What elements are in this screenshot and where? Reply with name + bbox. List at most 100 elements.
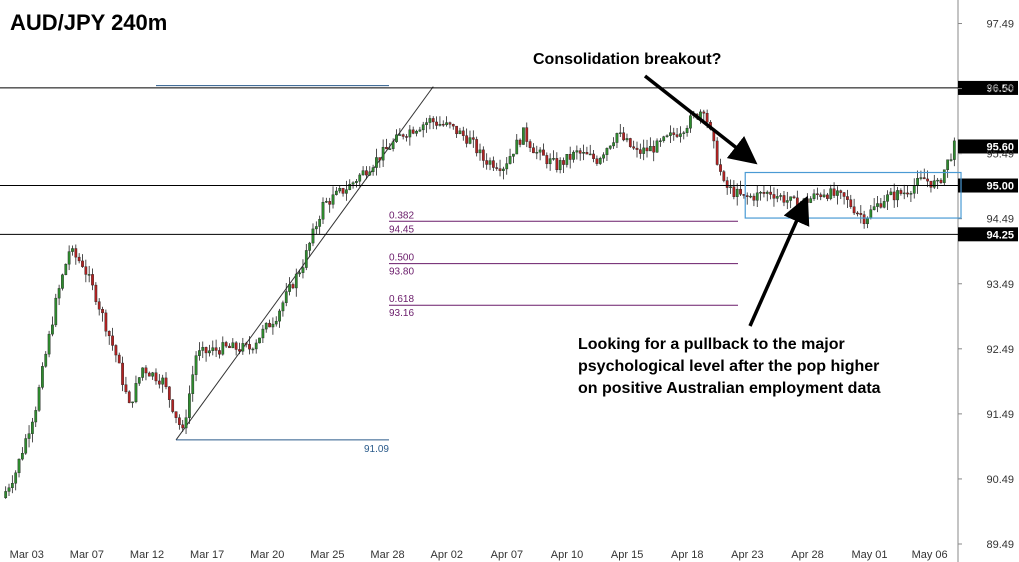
candle-body: [27, 433, 31, 439]
candle-body: [568, 154, 572, 160]
candle-body: [201, 347, 205, 351]
candle-body: [251, 348, 255, 351]
candle-body: [929, 180, 933, 188]
candle-body: [198, 350, 201, 356]
candle-body: [625, 138, 629, 141]
candle-body: [512, 153, 515, 157]
arrow-to-level: [748, 195, 810, 327]
candle-body: [822, 194, 826, 197]
candle-body: [10, 483, 14, 488]
candle-body: [836, 190, 839, 196]
candle-body: [415, 130, 418, 134]
candle-body: [588, 153, 592, 156]
candle-body: [675, 134, 679, 137]
candle-body: [926, 178, 929, 182]
candle-body: [659, 140, 662, 142]
candle-body: [308, 242, 312, 251]
candle-body: [57, 288, 61, 299]
candle-body: [378, 157, 382, 161]
candle-body: [288, 284, 291, 292]
level-badge: [958, 139, 1018, 154]
candle-body: [655, 140, 659, 153]
candle-body: [495, 167, 499, 169]
candle-body: [4, 491, 8, 499]
candle-body: [585, 152, 589, 155]
candle-body: [719, 164, 722, 172]
level-badge: [958, 80, 1018, 95]
candle-body: [785, 200, 789, 203]
candle-body: [375, 157, 378, 168]
candle-body: [555, 158, 559, 171]
candle-body: [608, 145, 612, 149]
candle-body: [952, 140, 956, 160]
candle-body: [191, 374, 195, 394]
candle-body: [274, 320, 278, 325]
candle-body: [147, 372, 151, 377]
fib-price-label: 93.80: [389, 267, 414, 278]
candle-body: [421, 124, 425, 131]
x-tick-label: Apr 10: [551, 549, 583, 561]
candle-body: [936, 179, 939, 182]
candle-body: [542, 149, 545, 156]
candle-body: [218, 350, 221, 355]
candle-body: [398, 134, 402, 136]
candle-body: [64, 263, 68, 276]
candle-body: [91, 274, 94, 286]
candle-body: [558, 160, 562, 171]
candle-body: [809, 198, 813, 203]
candle-body: [491, 160, 495, 168]
fib-low-label: 91.09: [364, 444, 389, 455]
candle-body: [889, 191, 893, 195]
candle-body: [562, 160, 565, 165]
candle-body: [672, 132, 676, 135]
candle-body: [595, 158, 599, 164]
candle-body: [565, 154, 569, 165]
candle-body: [21, 452, 24, 460]
candle-body: [47, 333, 51, 355]
x-tick-label: May 06: [912, 549, 948, 561]
candle-body: [832, 188, 836, 196]
time-axis: Mar 03 Mar 07 Mar 12 Mar 17 Mar 20 Mar 25 Mar …: [10, 549, 948, 561]
candle-body: [909, 193, 913, 195]
y-tick-label: 97.49: [986, 19, 1014, 31]
candle-body: [515, 139, 519, 155]
candle-body: [304, 250, 308, 268]
candle-body: [365, 170, 368, 176]
candle-body: [782, 195, 786, 203]
candle-body: [14, 472, 18, 484]
candle-body: [628, 138, 632, 147]
candle-body: [451, 124, 455, 127]
x-tick-label: Mar 17: [190, 549, 224, 561]
candle-body: [582, 152, 585, 154]
candle-body: [932, 180, 936, 188]
candle-body: [127, 391, 131, 404]
candle-body: [418, 129, 422, 132]
candle-body: [164, 377, 168, 388]
candle-body: [652, 146, 656, 153]
candle-body: [632, 146, 636, 149]
candle-body: [715, 140, 719, 165]
candle-body: [54, 297, 58, 326]
candle-body: [311, 228, 315, 244]
candle-body: [258, 337, 261, 344]
candle-body: [488, 160, 492, 165]
candle-body: [244, 343, 248, 345]
candle-body: [324, 201, 328, 203]
candle-body: [612, 142, 615, 147]
candle-body: [485, 160, 489, 165]
candle-body: [618, 132, 622, 134]
candle-body: [331, 194, 335, 205]
level-badge-label: 96.50: [986, 83, 1014, 95]
candle-body: [177, 417, 181, 425]
candle-body: [204, 347, 208, 354]
candle-body: [151, 372, 155, 377]
fib-price-label: 93.16: [389, 308, 414, 319]
candle-body: [298, 272, 301, 275]
candle-body: [124, 384, 128, 393]
candle-body: [371, 167, 375, 173]
candle-body: [919, 177, 923, 179]
candle-body: [154, 372, 158, 382]
annotation-pullback-line: psychological level after the pop higher: [578, 358, 879, 375]
